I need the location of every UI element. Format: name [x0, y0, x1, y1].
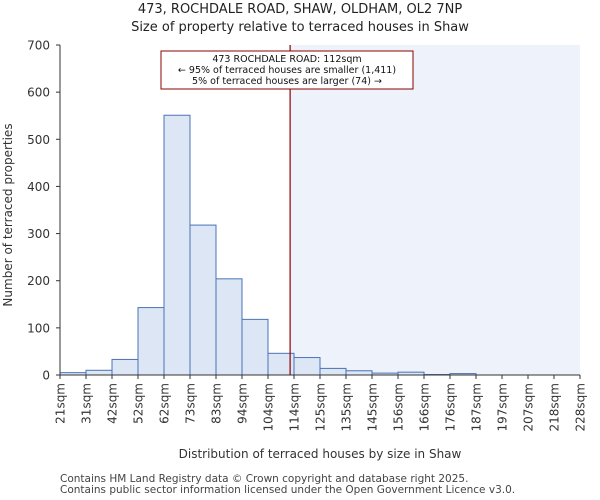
y-tick-label: 100: [27, 321, 50, 335]
bar-114sqm: [293, 357, 321, 376]
x-tick-label: 207sqm: [522, 383, 536, 431]
bar-125sqm: [319, 367, 347, 376]
annotation-line-2: ← 95% of terraced houses are smaller (1,…: [178, 65, 396, 76]
x-tick-label: 197sqm: [496, 383, 510, 431]
x-tick-label: 73sqm: [184, 383, 198, 424]
x-tick-label: 176sqm: [444, 383, 458, 431]
x-tick-label: 42sqm: [106, 383, 120, 424]
bar-73sqm: [189, 224, 217, 376]
annotation-border: [160, 50, 414, 90]
x-tick-label: 52sqm: [132, 383, 146, 424]
y-tick-label: 600: [27, 86, 50, 100]
annotation-box: 473 ROCHDALE ROAD: 112sqm ← 95% of terra…: [160, 50, 414, 90]
x-tick-label: 21sqm: [54, 383, 68, 424]
y-tick-label: 300: [27, 227, 50, 241]
y-tick-label: 700: [27, 39, 50, 53]
x-tick-label: 83sqm: [210, 383, 224, 424]
x-tick-label: 114sqm: [288, 383, 302, 431]
bar-94sqm: [241, 318, 269, 376]
bar-52sqm: [137, 307, 165, 376]
x-tick-label: 94sqm: [236, 383, 250, 424]
annotation-line-1: 473 ROCHDALE ROAD: 112sqm: [212, 54, 361, 65]
annotation-line-3: 5% of terraced houses are larger (74) →: [192, 76, 382, 87]
x-tick-label: 218sqm: [548, 383, 562, 431]
x-tick-label: 228sqm: [574, 383, 588, 431]
x-tick-label: 145sqm: [366, 383, 380, 431]
chart-title: 473, ROCHDALE ROAD, SHAW, OLDHAM, OL2 7N…: [137, 2, 463, 17]
x-tick-label: 125sqm: [314, 383, 328, 431]
larger-region-shade: [290, 45, 580, 375]
x-tick-label: 135sqm: [340, 383, 354, 431]
x-tick-label: 156sqm: [392, 383, 406, 431]
bar-62sqm: [163, 114, 191, 376]
x-tick-label: 31sqm: [80, 383, 94, 424]
x-tick-label: 187sqm: [470, 383, 484, 431]
x-axis-label: Distribution of terraced houses by size …: [179, 447, 462, 461]
x-tick-label: 104sqm: [262, 383, 276, 431]
histogram-chart: 0 100 200 300 400 500 600 700 21sqm 31sqm 42sqm 52…: [1, 39, 588, 462]
bar-42sqm: [111, 358, 139, 376]
y-tick-label: 200: [27, 274, 50, 288]
y-axis-label: Number of terraced properties: [1, 123, 15, 306]
y-tick-label: 500: [27, 133, 50, 147]
bar-31sqm: [85, 369, 113, 376]
bar-135sqm: [345, 370, 373, 376]
x-tick-label: 62sqm: [158, 383, 172, 424]
x-tick-label: 166sqm: [418, 383, 432, 431]
bar-83sqm: [215, 278, 243, 376]
y-tick-label: 0: [42, 369, 50, 383]
y-tick-label: 400: [27, 180, 50, 194]
chart-subtitle: Size of property relative to terraced ho…: [131, 20, 469, 35]
footer-line-2: Contains public sector information licen…: [60, 484, 516, 496]
footer-line-1: Contains HM Land Registry data © Crown c…: [60, 473, 469, 485]
